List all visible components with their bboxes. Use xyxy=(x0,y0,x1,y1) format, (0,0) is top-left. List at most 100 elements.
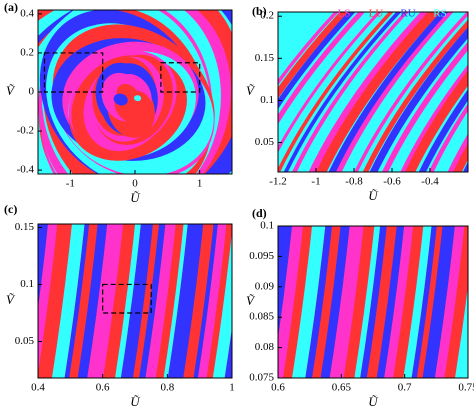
basin-region xyxy=(115,224,141,378)
basin-region xyxy=(133,224,160,378)
basin-region xyxy=(283,12,402,172)
basin-region xyxy=(278,12,349,99)
basin-region xyxy=(278,12,356,110)
basin-region xyxy=(362,19,468,172)
basin-region xyxy=(353,12,468,172)
basin-region xyxy=(469,226,474,378)
basin-region xyxy=(145,224,176,378)
y-tick-label: 0.095 xyxy=(249,250,274,262)
basin-region xyxy=(283,226,313,378)
y-tick-label: 0.4 xyxy=(20,7,34,19)
plot-frame xyxy=(37,223,233,379)
basin-region xyxy=(278,12,377,145)
plot-frame xyxy=(277,225,469,379)
basin-region xyxy=(343,226,375,378)
y-tick-label: 0.05 xyxy=(15,335,35,347)
x-axis-label: Ũ xyxy=(368,188,379,203)
basin-region xyxy=(376,226,405,378)
basin-region xyxy=(212,231,232,378)
basin-region xyxy=(278,12,366,125)
basin-region xyxy=(366,226,397,378)
x-tick-label: 0.6 xyxy=(271,382,285,394)
x-axis-label: Ũ xyxy=(368,394,379,409)
basin-region xyxy=(453,143,468,172)
legend-entry: LU xyxy=(369,8,384,20)
basin-region xyxy=(308,12,432,172)
y-tick-label: 0 xyxy=(29,86,35,98)
basin-region xyxy=(400,64,468,172)
basin-region xyxy=(447,133,468,172)
basin-region xyxy=(38,224,72,378)
basin-region xyxy=(278,12,394,172)
y-tick-label: -0.2 xyxy=(17,125,34,137)
x-tick-label: 0.65 xyxy=(332,382,352,394)
zoom-box xyxy=(160,62,201,93)
basin-region xyxy=(278,226,304,378)
basin-region xyxy=(444,226,468,378)
basin-region xyxy=(193,224,218,378)
basin-region xyxy=(360,226,387,378)
basin-region xyxy=(384,226,414,378)
basin-region xyxy=(155,224,184,378)
basin-region xyxy=(354,226,381,378)
basin-region xyxy=(69,224,98,378)
y-axis-label: Ṽ xyxy=(6,292,16,307)
basin-region xyxy=(328,12,451,172)
panel-label: (a) xyxy=(4,0,18,14)
panel-label: (c) xyxy=(4,202,17,216)
y-tick-label: 0.08 xyxy=(255,341,275,353)
y-tick-label: 0.1 xyxy=(260,220,274,232)
basin-region xyxy=(113,93,128,106)
basin-region xyxy=(422,226,455,378)
y-tick-label: 0.09 xyxy=(255,280,275,292)
legend-entry: LS xyxy=(338,8,351,20)
basin-region xyxy=(418,89,468,172)
y-tick-label: 0.085 xyxy=(249,311,274,323)
y-tick-label: 0.15 xyxy=(255,52,275,64)
basin-region xyxy=(197,224,227,378)
basin-region xyxy=(183,224,214,378)
basin-region xyxy=(433,111,468,172)
y-tick-label: 0.1 xyxy=(260,94,274,106)
basin-image xyxy=(278,12,468,172)
panel-label: (b) xyxy=(252,4,267,18)
y-tick-label: 0.075 xyxy=(249,372,274,384)
basin-region xyxy=(278,12,382,153)
legend-entry: RS xyxy=(433,8,446,20)
y-tick-label: 0.15 xyxy=(15,221,35,233)
y-tick-label: -0.4 xyxy=(17,164,35,176)
basin-image xyxy=(278,226,474,378)
basin-region xyxy=(341,12,467,172)
basin-region xyxy=(206,224,232,378)
y-axis-label: Ṽ xyxy=(246,83,256,98)
basin-region xyxy=(278,12,339,86)
basin-region xyxy=(316,12,441,172)
y-tick-label: 0.2 xyxy=(260,10,274,22)
basin-region xyxy=(411,226,437,378)
y-tick-label: 0.05 xyxy=(255,136,275,148)
basin-region xyxy=(167,224,204,378)
x-tick-label: 0.6 xyxy=(96,382,110,394)
basin-region xyxy=(77,224,108,378)
basin-region xyxy=(139,224,166,378)
basin-region xyxy=(292,12,413,172)
basin-region xyxy=(292,226,326,378)
basin-region xyxy=(312,226,341,378)
x-axis-label: Ũ xyxy=(130,190,141,205)
x-tick-label: 0.4 xyxy=(31,382,45,394)
basin-region xyxy=(416,226,443,378)
y-tick-label: 0.2 xyxy=(20,46,34,58)
x-tick-label: -1 xyxy=(311,176,320,188)
x-tick-label: -0.8 xyxy=(345,176,363,188)
basin-region xyxy=(64,224,90,378)
x-tick-label: 0.8 xyxy=(160,382,174,394)
basin-region xyxy=(455,286,468,378)
basin-region xyxy=(393,226,424,378)
y-tick-label: 0.1 xyxy=(20,278,34,290)
basin-region xyxy=(296,12,421,172)
legend-entry: RU xyxy=(400,8,415,20)
plot-frame xyxy=(277,11,469,173)
basin-region xyxy=(38,224,49,309)
x-tick-label: -1 xyxy=(66,178,75,190)
